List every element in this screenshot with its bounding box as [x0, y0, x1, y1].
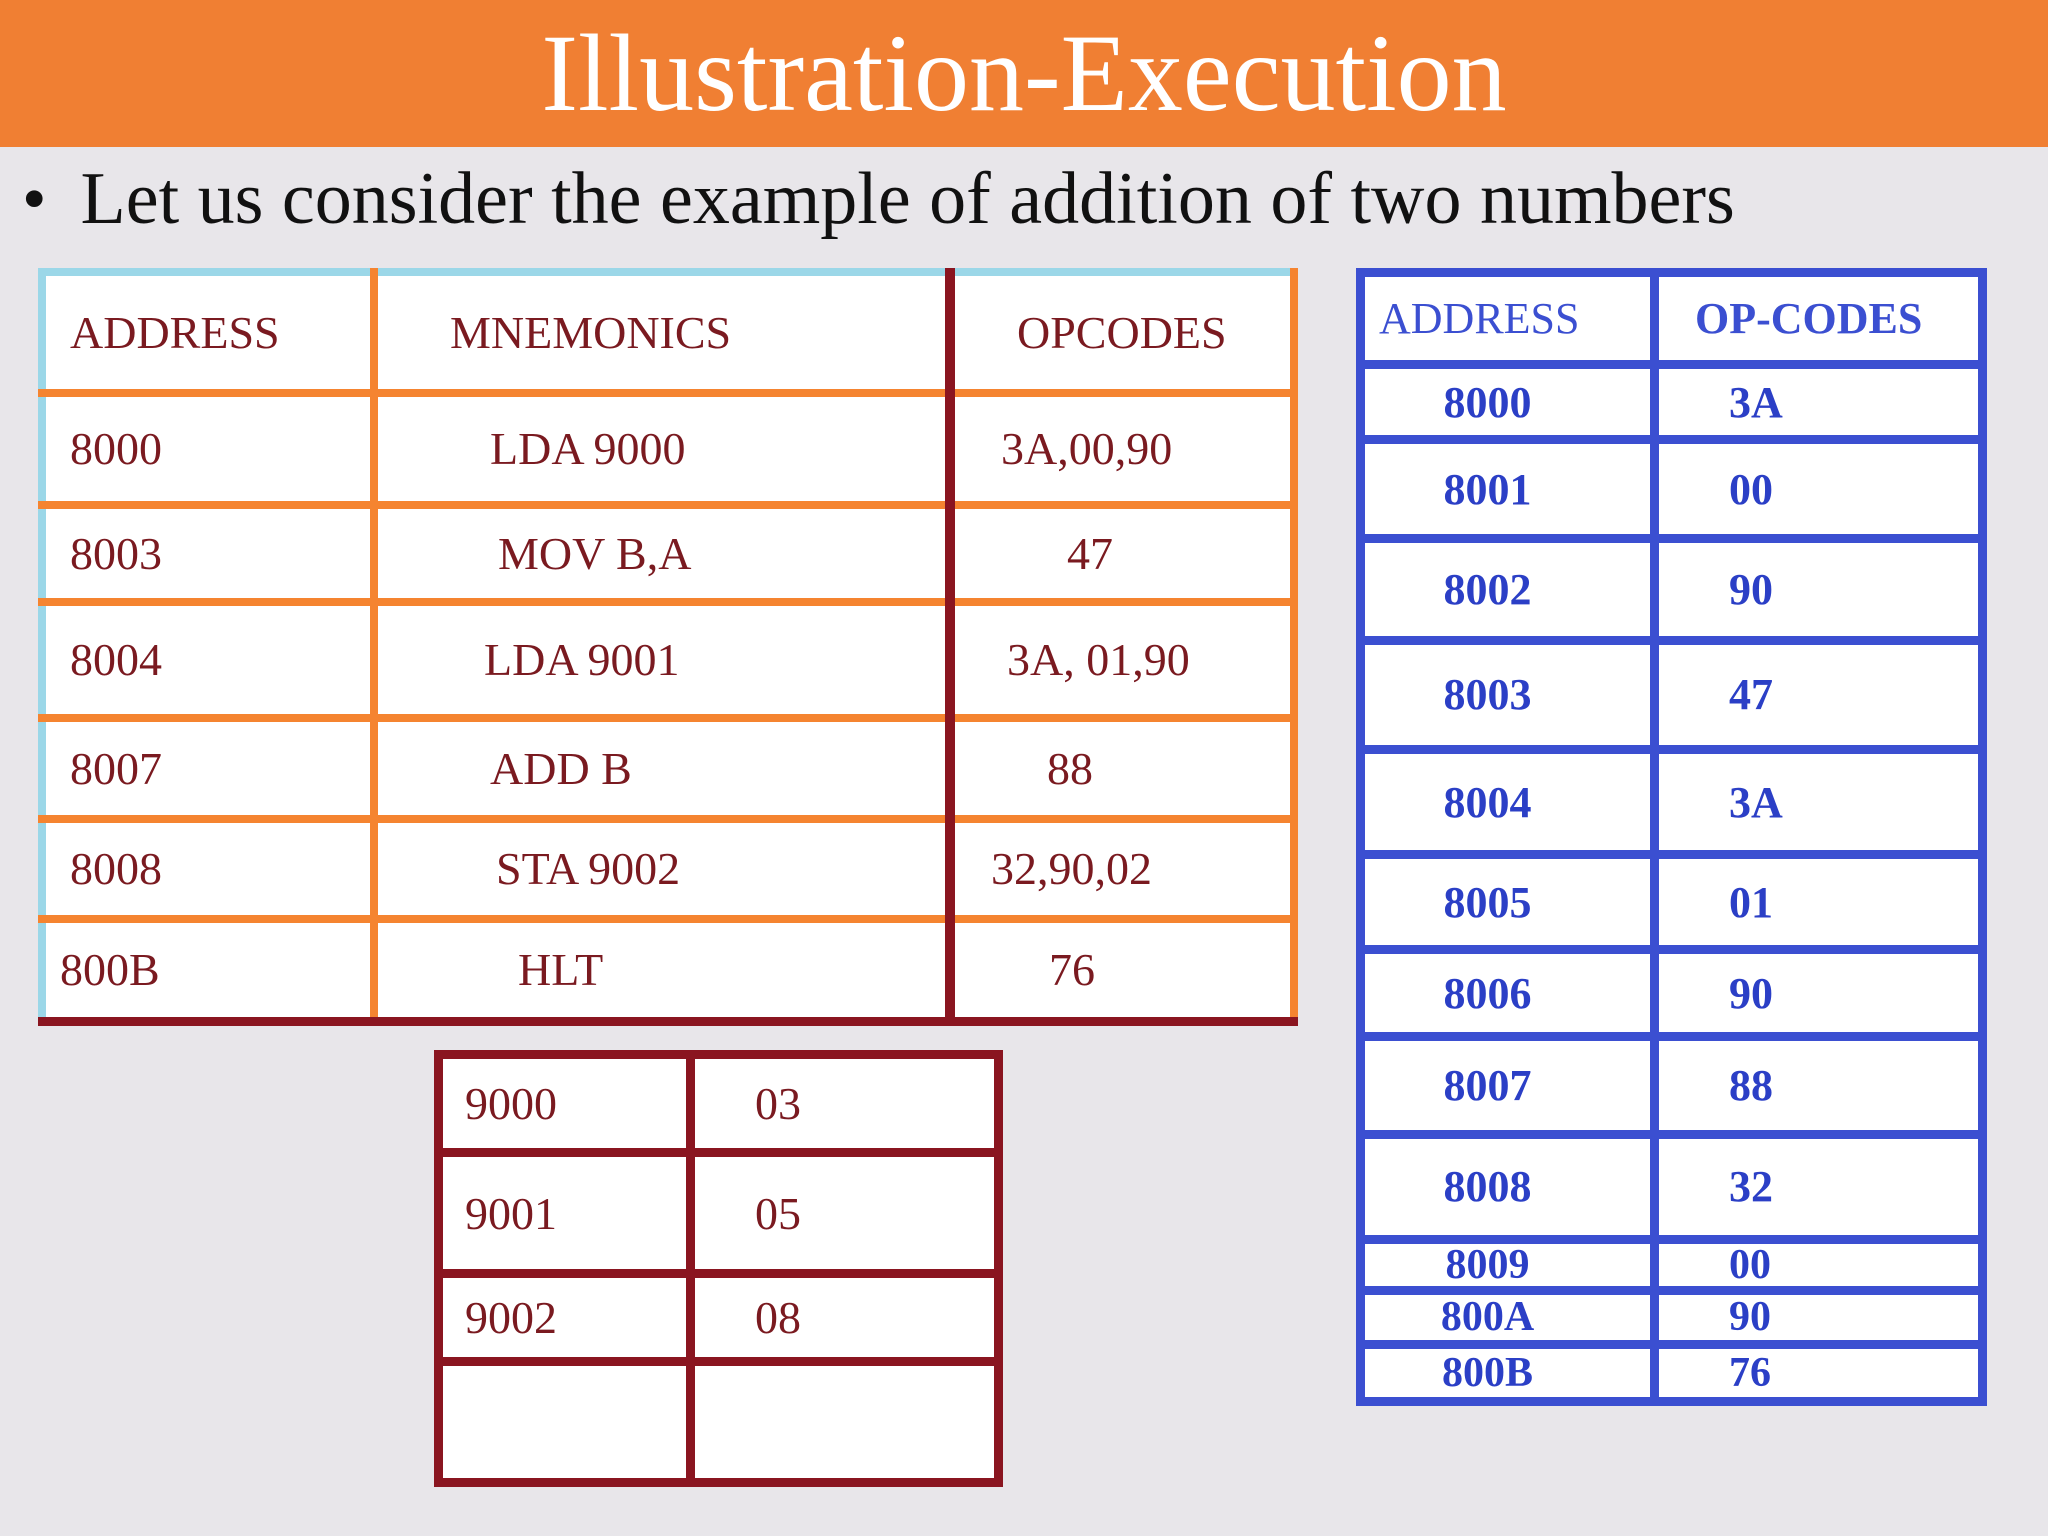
- table-row: 8003 47: [1356, 635, 1987, 754]
- cell-address: 8007: [38, 718, 378, 823]
- cell-opcode: 01: [1650, 850, 1987, 955]
- table-row: 800A 90: [1356, 1285, 1987, 1350]
- table-row: 8009 00: [1356, 1234, 1987, 1295]
- table-row: 8008 32: [1356, 1129, 1987, 1244]
- table-row: 8002 90: [1356, 534, 1987, 645]
- table-row: 9001 05: [434, 1148, 1003, 1279]
- cell-opcode: 3A: [1650, 360, 1987, 445]
- cell-opcode: 3A, 01,90: [950, 601, 1298, 723]
- table-row: 8000 LDA 9000 3A,00,90: [38, 392, 1298, 510]
- cell-mnemonic: ADD B: [374, 718, 955, 823]
- cell-opcode: 90: [1650, 534, 1987, 645]
- cell-address: 8005: [1356, 850, 1659, 955]
- cell-address: [434, 1357, 695, 1487]
- cell-address: 800B: [1356, 1340, 1659, 1406]
- cell-address: 8004: [38, 601, 378, 723]
- cell-opcode: 00: [1650, 1234, 1987, 1295]
- cell-address: 8004: [1356, 744, 1659, 860]
- data-table: 9000 03 9001 05 9002 08: [434, 1049, 1003, 1487]
- cell-mnemonic: LDA 9000: [374, 392, 955, 510]
- header-opcodes: OPCODES: [950, 268, 1298, 397]
- cell-address: 9000: [434, 1049, 695, 1158]
- cell-address: 8006: [1356, 945, 1659, 1042]
- bullet-point: • Let us consider the example of additio…: [22, 152, 1735, 247]
- table-row: 8004 LDA 9001 3A, 01,90: [38, 601, 1298, 723]
- cell-address: 9001: [434, 1148, 695, 1279]
- bullet-text: Let us consider the example of addition …: [80, 158, 1735, 240]
- cell-opcode: 3A,00,90: [950, 392, 1298, 510]
- table-row: 9002 08: [434, 1269, 1003, 1367]
- header-address: ADDRESS: [38, 268, 378, 397]
- table-row: 8007 88: [1356, 1032, 1987, 1139]
- cell-address: 8003: [38, 505, 378, 606]
- cell-address: 9002: [434, 1269, 695, 1367]
- table-row: 9000 03: [434, 1049, 1003, 1158]
- cell-opcode: 90: [1650, 1285, 1987, 1350]
- cell-opcode: 32,90,02: [950, 818, 1298, 924]
- cell-opcode: 47: [1650, 635, 1987, 754]
- cell-address: 8008: [1356, 1129, 1659, 1244]
- cell-address: 8007: [1356, 1032, 1659, 1139]
- cell-value: 05: [686, 1148, 1003, 1279]
- header-address: ADDRESS: [1356, 267, 1659, 370]
- title-bar: Illustration-Execution: [0, 0, 2048, 147]
- cell-address: 800B: [38, 918, 378, 1026]
- table-row: 8008 STA 9002 32,90,02: [38, 818, 1298, 924]
- cell-mnemonic: HLT: [374, 918, 955, 1026]
- header-mnemonics: MNEMONICS: [374, 268, 955, 397]
- cell-address: 8009: [1356, 1234, 1659, 1295]
- program-table-header: ADDRESS MNEMONICS OPCODES: [38, 268, 1298, 397]
- cell-value: 08: [686, 1269, 1003, 1367]
- cell-mnemonic: STA 9002: [374, 818, 955, 924]
- bullet-icon: •: [22, 160, 47, 238]
- table-row: 8003 MOV B,A 47: [38, 505, 1298, 606]
- cell-address: 800A: [1356, 1285, 1659, 1350]
- cell-mnemonic: LDA 9001: [374, 601, 955, 723]
- cell-opcode: 76: [950, 918, 1298, 1026]
- memory-table: ADDRESS OP-CODES 8000 3A 8001 00 8002 90…: [1356, 267, 1987, 1406]
- cell-value: [686, 1357, 1003, 1487]
- cell-address: 8008: [38, 818, 378, 924]
- table-row: 8006 90: [1356, 945, 1987, 1042]
- memory-table-header: ADDRESS OP-CODES: [1356, 267, 1987, 370]
- table-row: 8005 01: [1356, 850, 1987, 955]
- cell-opcode: 32: [1650, 1129, 1987, 1244]
- cell-address: 8003: [1356, 635, 1659, 754]
- table-row: 800B 76: [1356, 1340, 1987, 1406]
- slide-title: Illustration-Execution: [541, 12, 1507, 134]
- cell-address: 8001: [1356, 435, 1659, 544]
- program-table: ADDRESS MNEMONICS OPCODES 8000 LDA 9000 …: [38, 268, 1298, 1026]
- cell-address: 8000: [38, 392, 378, 510]
- cell-opcode: 88: [950, 718, 1298, 823]
- cell-mnemonic: MOV B,A: [374, 505, 955, 606]
- header-op-codes: OP-CODES: [1650, 267, 1987, 370]
- table-row: 8004 3A: [1356, 744, 1987, 860]
- cell-opcode: 00: [1650, 435, 1987, 544]
- cell-opcode: 90: [1650, 945, 1987, 1042]
- table-row: [434, 1357, 1003, 1487]
- cell-opcode: 3A: [1650, 744, 1987, 860]
- table-row: 8007 ADD B 88: [38, 718, 1298, 823]
- cell-address: 8000: [1356, 360, 1659, 445]
- table-row: 8001 00: [1356, 435, 1987, 544]
- cell-opcode: 47: [950, 505, 1298, 606]
- table-row: 8000 3A: [1356, 360, 1987, 445]
- table-row: 800B HLT 76: [38, 918, 1298, 1026]
- cell-value: 03: [686, 1049, 1003, 1158]
- cell-opcode: 88: [1650, 1032, 1987, 1139]
- cell-address: 8002: [1356, 534, 1659, 645]
- cell-opcode: 76: [1650, 1340, 1987, 1406]
